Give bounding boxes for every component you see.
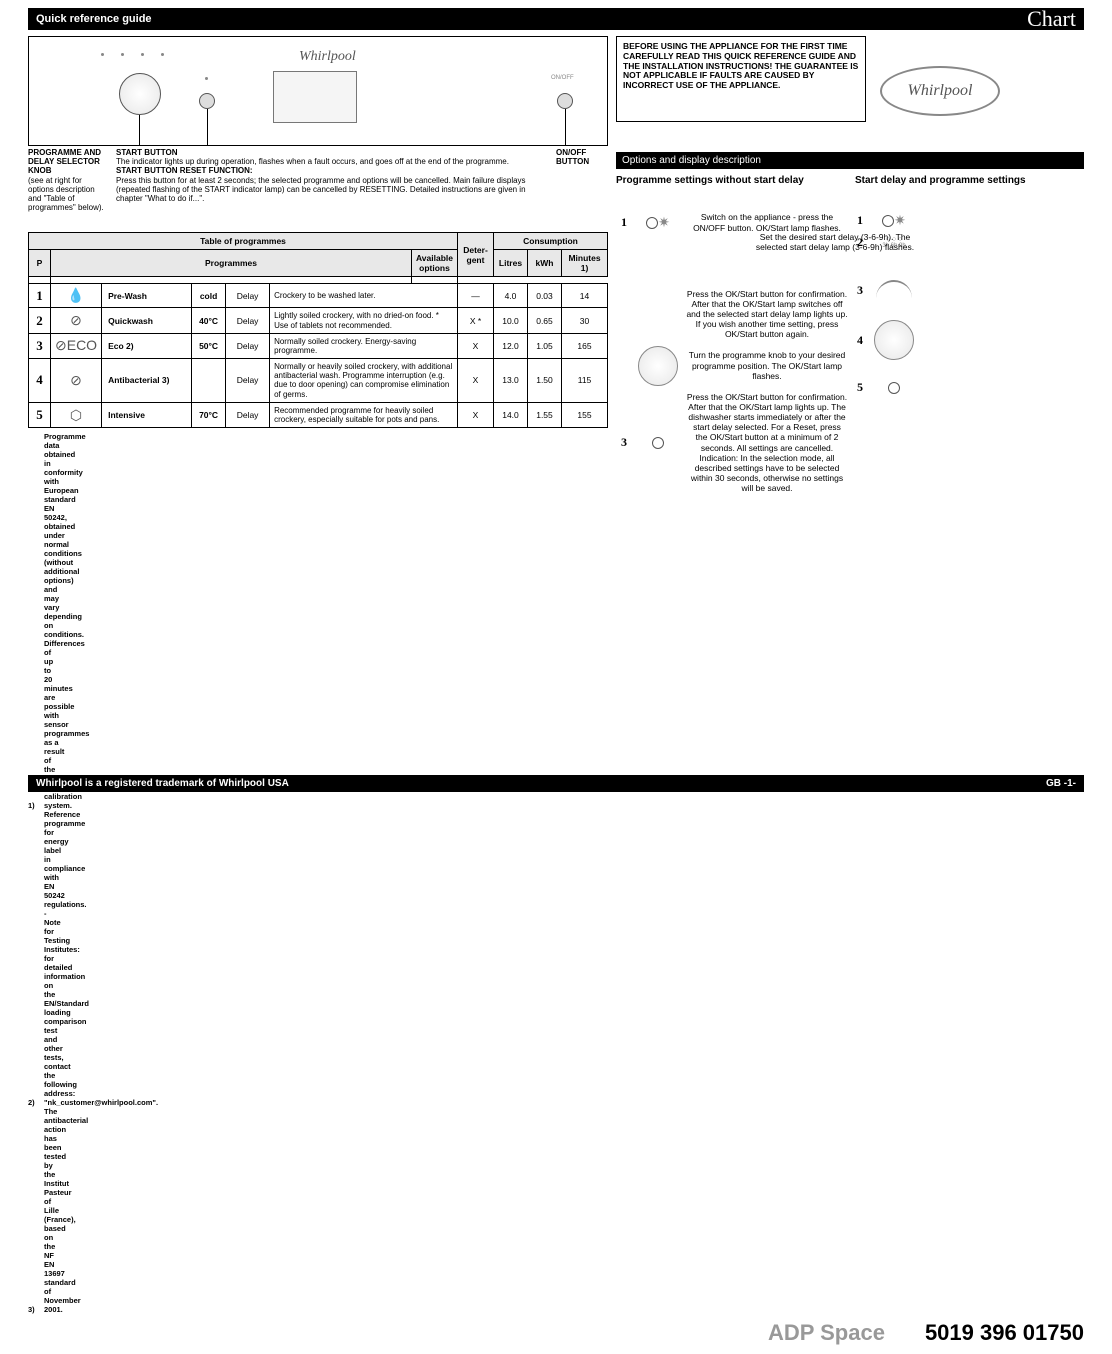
header-left: Quick reference guide: [36, 13, 152, 25]
knob-icon: [874, 320, 914, 360]
control-panel-diagram: Whirlpool ON/OFF: [28, 36, 608, 146]
model-code: 5019 396 01750: [925, 1320, 1084, 1346]
programme-knob-icon: [119, 73, 161, 115]
knob-label-title: PROGRAMME AND DELAY SELECTOR KNOB: [28, 148, 101, 175]
trademark-text: Whirlpool is a registered trademark of W…: [36, 778, 289, 789]
warning-box: BEFORE USING THE APPLIANCE FOR THE FIRST…: [616, 36, 866, 122]
display-icon: [273, 71, 357, 123]
table-row: 3 ⊘ECO Eco 2) 50°C Delay Normally soiled…: [29, 333, 608, 358]
settings-right-title: Start delay and programme settings: [855, 175, 1084, 186]
header-right: Chart: [1027, 6, 1076, 32]
onoff-button-icon: [557, 93, 573, 109]
footer-bar: Whirlpool is a registered trademark of W…: [28, 775, 1084, 792]
options-bar: Options and display description: [616, 152, 1084, 169]
reset-label-text: Press this button for at least 2 seconds…: [116, 176, 526, 203]
start-button-icon: [199, 93, 215, 109]
table-row: 2 ⊘ Quickwash 40°C Delay Lightly soiled …: [29, 308, 608, 333]
panel-logo: Whirlpool: [299, 49, 356, 65]
page-number: GB -1-: [1046, 778, 1076, 789]
settings-left-title: Programme settings without start delay: [616, 175, 845, 186]
start-label-title: START BUTTON: [116, 148, 177, 157]
table-row: 1 💧 Pre-Wash cold Delay Crockery to be w…: [29, 284, 608, 308]
table-row: 4 ⊘ Antibacterial 3) Delay Normally or h…: [29, 359, 608, 403]
reset-label-title: START BUTTON RESET FUNCTION:: [116, 166, 253, 175]
knob-icon: [638, 346, 678, 386]
knob-label-text: (see at right for options description an…: [28, 176, 104, 213]
model-name: ADP Space: [768, 1320, 885, 1346]
header-bar: Quick reference guide Chart: [28, 8, 1084, 30]
programmes-table-body: 1 💧 Pre-Wash cold Delay Crockery to be w…: [28, 283, 608, 428]
settings-without-delay: 1✷Switch on the appliance - press the ON…: [618, 212, 848, 1314]
brand-logo: Whirlpool: [874, 36, 1006, 146]
settings-with-delay: 1✷ 2○ ○ ○3h 6h 9hSet the desired start d…: [854, 212, 1084, 1314]
table-row: 5 ⬡ Intensive 70°C Delay Recommended pro…: [29, 402, 608, 427]
onoff-label: ON/OFF BUTTON: [556, 148, 589, 166]
programmes-table: Table of programmes Deter-gent Consumpti…: [28, 232, 608, 284]
start-label-text: The indicator lights up during operation…: [116, 157, 509, 166]
footnotes: 1)Programme data obtained in conformity …: [28, 432, 608, 1314]
